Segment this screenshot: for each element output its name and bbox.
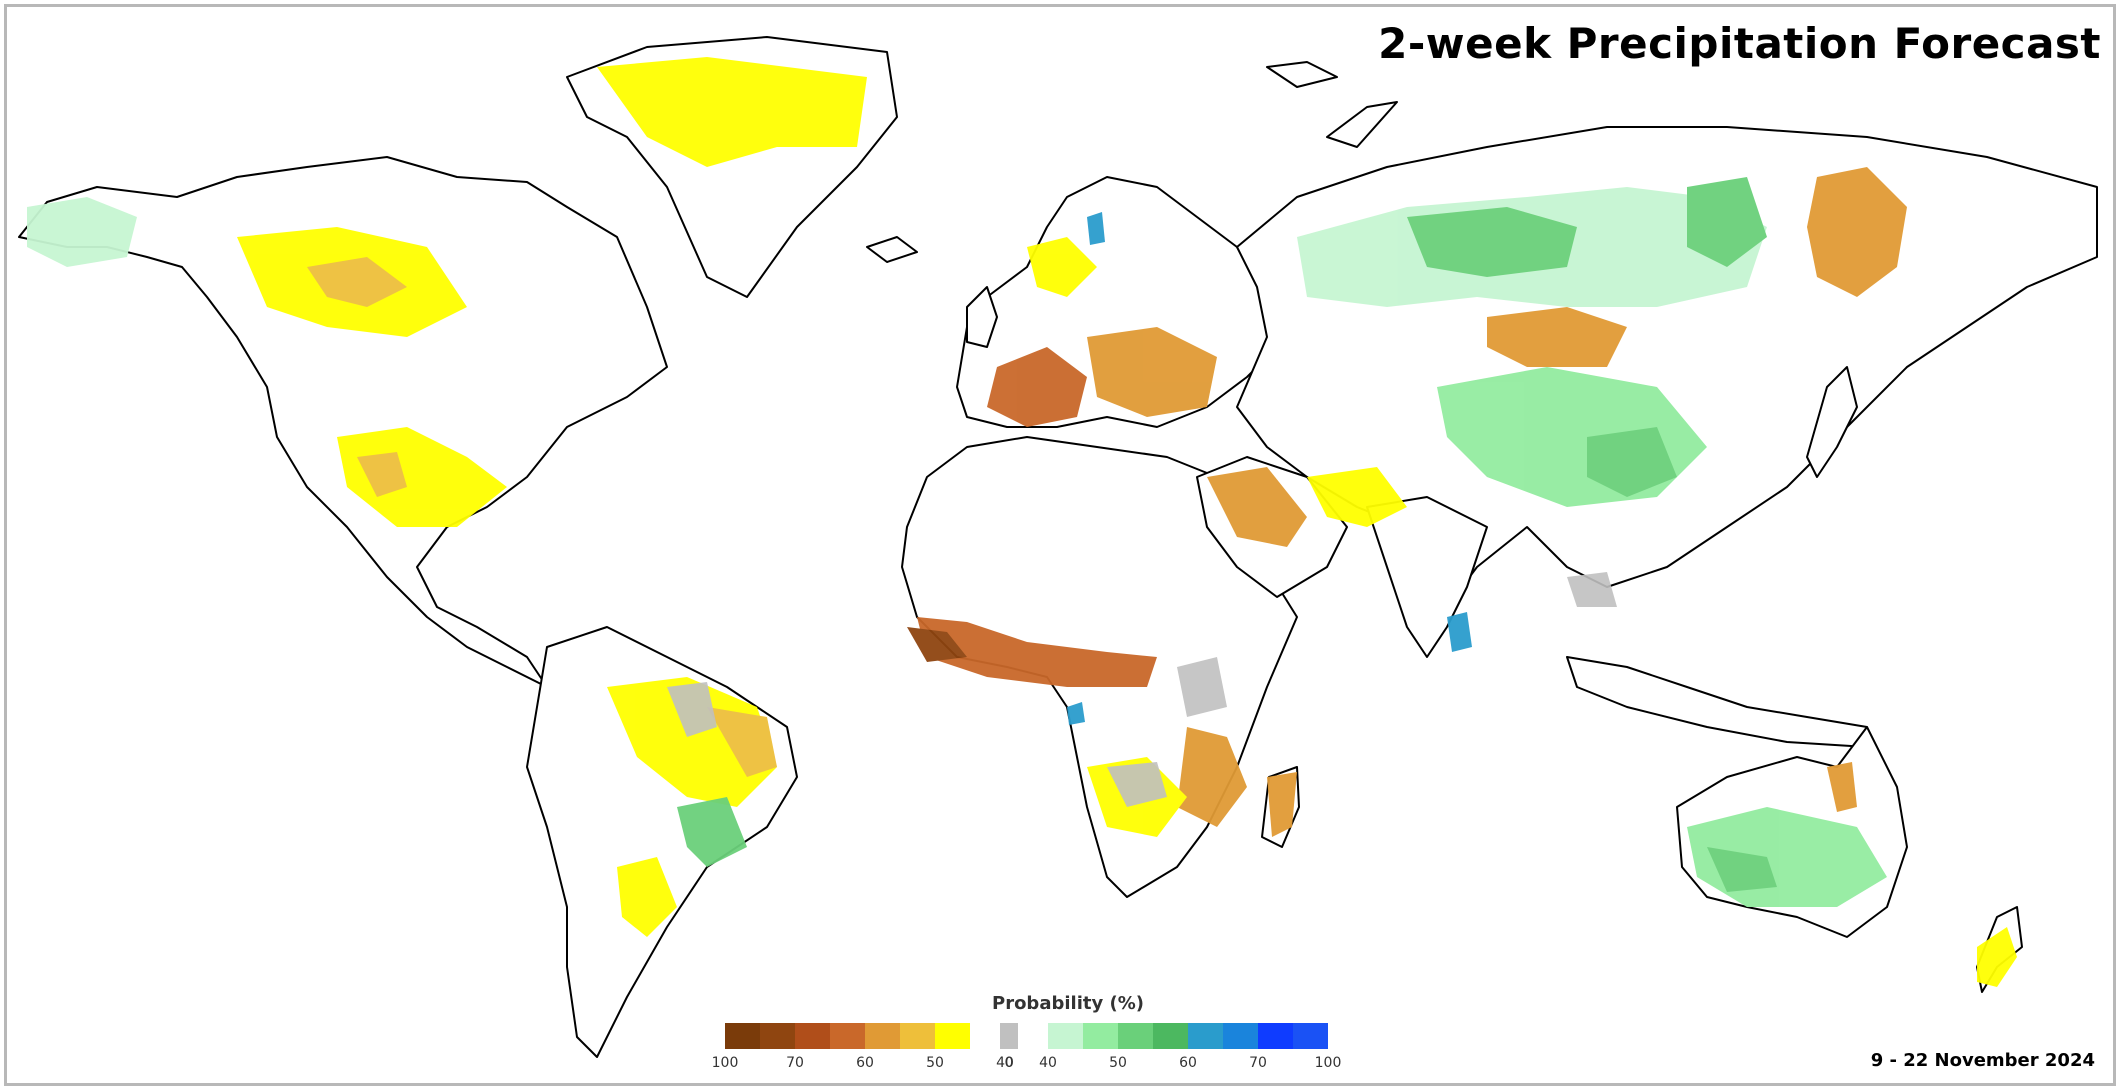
iceland <box>866 236 918 263</box>
wet-area <box>1707 847 1777 892</box>
wet-area <box>1087 212 1105 245</box>
dry-area <box>1207 467 1307 547</box>
legend-swatch-wet <box>1083 1023 1118 1049</box>
wet-area <box>1067 702 1085 725</box>
dry-area <box>1027 237 1097 297</box>
legend-swatch-wet <box>1258 1023 1293 1049</box>
north-america <box>18 156 668 688</box>
wet-area <box>1687 177 1767 267</box>
dry-area <box>1827 762 1857 812</box>
legend-swatch-wet <box>1223 1023 1258 1049</box>
legend-title: Probability (%) <box>992 993 1144 1014</box>
neutral-area <box>1107 762 1167 807</box>
legend-tick-wet: 100 <box>1314 1055 1342 1071</box>
date-range: 9 - 22 November 2024 <box>1870 1050 2095 1071</box>
probability-legend: Probability (%) 100 70 60 50 40 0 40 50 60 70 100 <box>712 989 1417 1079</box>
legend-tick-wet: 70 <box>1249 1055 1267 1071</box>
dry-area <box>307 257 407 307</box>
neutral-area <box>1177 657 1227 717</box>
legend-tick-dry: 60 <box>856 1055 874 1071</box>
dry-area <box>917 617 1157 687</box>
legend-tick-dry: 100 <box>711 1055 739 1071</box>
legend-swatch-dry <box>865 1023 900 1049</box>
dry-area <box>907 627 967 662</box>
dry-area <box>987 347 1087 427</box>
legend-swatch-wet <box>1118 1023 1153 1049</box>
dry-area <box>1307 467 1407 527</box>
arctic-islands <box>1266 61 1338 88</box>
wet-area <box>27 197 137 267</box>
legend-swatch-neutral <box>1000 1023 1018 1049</box>
uk <box>966 286 998 348</box>
dry-area <box>1267 772 1297 837</box>
dry-area <box>1487 307 1627 367</box>
legend-swatch-wet <box>1188 1023 1223 1049</box>
legend-tick-wet: 50 <box>1109 1055 1127 1071</box>
legend-swatch-wet <box>1293 1023 1328 1049</box>
legend-tick-wet: 40 <box>1039 1055 1057 1071</box>
world-map <box>18 36 2098 1058</box>
neutral-area <box>667 682 717 737</box>
legend-swatch-dry <box>795 1023 830 1049</box>
dry-area <box>597 57 867 167</box>
map-title: 2-week Precipitation Forecast <box>1378 19 2101 68</box>
neutral-area <box>1567 572 1617 607</box>
legend-swatch-dry <box>725 1023 760 1049</box>
legend-swatch-dry <box>935 1023 970 1049</box>
indonesia <box>1566 656 1868 748</box>
dry-area <box>707 707 777 777</box>
wet-area <box>1447 612 1472 652</box>
dry-area <box>1087 327 1217 417</box>
dry-area <box>1977 927 2017 987</box>
legend-swatch-dry <box>830 1023 865 1049</box>
dry-area <box>1807 167 1907 297</box>
dry-area <box>607 677 777 807</box>
legend-swatch-wet <box>1153 1023 1188 1049</box>
legend-tick-neutral: 0 <box>1004 1055 1014 1071</box>
wet-area <box>677 797 747 867</box>
dry-area <box>617 857 677 937</box>
dry-area <box>357 452 407 497</box>
legend-tick-dry: 70 <box>786 1055 804 1071</box>
legend-tick-wet: 60 <box>1179 1055 1197 1071</box>
japan <box>1806 366 1858 478</box>
wet-area <box>1407 207 1577 277</box>
legend-swatch-wet <box>1048 1023 1083 1049</box>
wet-area <box>1587 427 1677 497</box>
novaya-zemlya <box>1326 101 1398 148</box>
legend-swatch-dry <box>900 1023 935 1049</box>
dry-area <box>1177 727 1247 827</box>
legend-swatch-dry <box>760 1023 795 1049</box>
legend-tick-dry: 40 <box>996 1055 1014 1071</box>
legend-tick-dry: 50 <box>926 1055 944 1071</box>
india <box>1366 496 1488 658</box>
map-frame: 2-week Precipitation Forecast Probabilit… <box>4 4 2116 1086</box>
dry-area <box>337 427 507 527</box>
